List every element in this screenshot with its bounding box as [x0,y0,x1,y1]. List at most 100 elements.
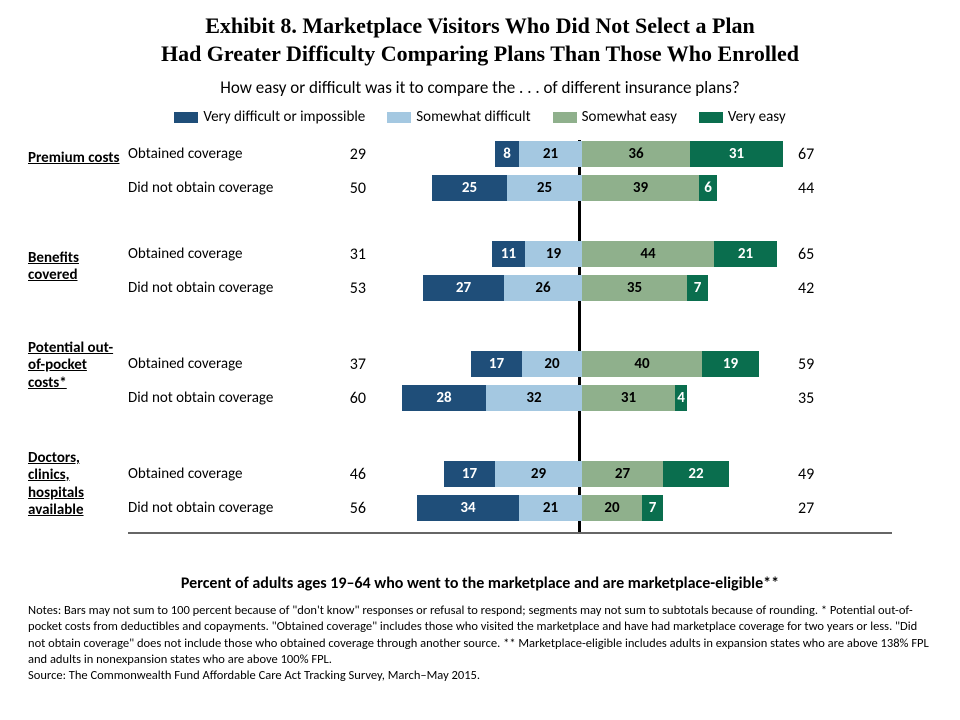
bar-row: Obtained coverage372017401959 [128,350,932,378]
seg-somewhat-difficult: 26 [504,275,582,301]
group-label: Benefits covered [28,250,123,285]
legend-label: Somewhat difficult [416,108,530,126]
seg-somewhat-easy: 35 [582,275,687,301]
bar-wrap: 20174019 [372,351,792,377]
sum-left: 50 [332,179,372,198]
baseline [128,532,892,534]
seg-very-difficult: 8 [495,141,519,167]
group-label: Premium costs [28,150,123,167]
notes-text: Notes: Bars may not sum to 100 percent b… [28,603,929,667]
row-label: Did not obtain coverage [128,389,332,407]
sum-right: 42 [792,279,832,298]
sum-left: 46 [332,465,372,484]
chart-subtitle: How easy or difficult was it to compare … [28,77,932,98]
sum-right: 65 [792,245,832,264]
bar-row: Did not obtain coverage56213420727 [128,494,932,522]
bar-row: Obtained coverage311911442165 [128,240,932,268]
bar-left: 2134 [417,495,582,521]
bar-right: 4019 [582,351,759,377]
bar-right: 314 [582,385,687,411]
bar-wrap: 3228 314 [372,385,792,411]
sum-left: 60 [332,389,372,408]
seg-very-easy: 31 [690,141,783,167]
bar-right: 2722 [582,461,729,487]
seg-somewhat-easy: 39 [582,175,699,201]
seg-very-easy: 6 [699,175,717,201]
seg-somewhat-difficult: 29 [495,461,582,487]
sum-left: 53 [332,279,372,298]
legend-label: Somewhat easy [582,108,677,126]
seg-somewhat-easy: 31 [582,385,675,411]
seg-somewhat-difficult: 32 [486,385,582,411]
seg-somewhat-difficult: 21 [519,141,582,167]
legend-label: Very easy [728,108,786,126]
sum-left: 56 [332,499,372,518]
seg-somewhat-easy: 36 [582,141,690,167]
seg-very-difficult: 27 [423,275,504,301]
sum-right: 35 [792,389,832,408]
bar-wrap: 2627357 [372,275,792,301]
bar-right: 3631 [582,141,783,167]
row-label: Did not obtain coverage [128,499,332,517]
bar-row: Did not obtain coverage53262735742 [128,274,932,302]
footnotes: Notes: Bars may not sum to 100 percent b… [28,603,932,684]
chart-area: Premium costsObtained coverage2921836316… [28,140,932,570]
seg-somewhat-difficult: 25 [507,175,582,201]
legend-swatch [699,112,723,123]
bar-wrap: 2183631 [372,141,792,167]
title-line-1: Exhibit 8. Marketplace Visitors Who Did … [205,13,755,38]
bar-right: 396 [582,175,717,201]
group-label: Doctors, clinics, hospitals available [28,450,123,519]
x-axis-caption: Percent of adults ages 19–64 who went to… [28,574,932,593]
row-label: Did not obtain coverage [128,179,332,197]
exhibit-container: Exhibit 8. Marketplace Visitors Who Did … [0,0,960,694]
legend: Very difficult or impossible Somewhat dif… [28,108,932,126]
sum-left: 31 [332,245,372,264]
seg-somewhat-easy: 44 [582,241,714,267]
group-label: Potential out-of-pocket costs* [28,340,123,392]
legend-swatch [553,112,577,123]
seg-somewhat-easy: 27 [582,461,663,487]
seg-somewhat-difficult: 19 [525,241,582,267]
sum-right: 27 [792,499,832,518]
title-line-2: Had Greater Difficulty Comparing Plans T… [161,41,799,66]
legend-swatch [174,112,198,123]
seg-very-easy: 21 [714,241,777,267]
seg-very-difficult: 34 [417,495,519,521]
seg-very-difficult: 28 [402,385,486,411]
bar-row: Obtained coverage462917272249 [128,460,932,488]
bar-left: 218 [495,141,582,167]
seg-very-easy: 4 [675,385,687,411]
row-label: Obtained coverage [128,245,332,263]
seg-very-easy: 7 [642,495,663,521]
seg-very-difficult: 25 [432,175,507,201]
legend-swatch [387,112,411,123]
sum-right: 44 [792,179,832,198]
row-label: Did not obtain coverage [128,279,332,297]
legend-item: Very difficult or impossible [174,108,365,126]
bar-left: 2627 [423,275,582,301]
sum-right: 67 [792,145,832,164]
bar-row: Did not obtain coverage60 3228 314 35 [128,384,932,412]
seg-very-easy: 22 [663,461,729,487]
seg-somewhat-difficult: 21 [519,495,582,521]
bar-wrap: 2525396 [372,175,792,201]
row-label: Obtained coverage [128,465,332,483]
bar-row: Did not obtain coverage50252539644 [128,174,932,202]
seg-very-difficult: 11 [492,241,525,267]
seg-very-easy: 19 [702,351,759,377]
bar-right: 4421 [582,241,777,267]
bar-left: 2917 [444,461,582,487]
legend-item: Somewhat difficult [387,108,530,126]
source-text: Source: The Commonwealth Fund Affordable… [28,668,480,683]
sum-right: 59 [792,355,832,374]
bar-wrap: 2134207 [372,495,792,521]
row-label: Obtained coverage [128,145,332,163]
seg-somewhat-easy: 20 [582,495,642,521]
bar-wrap: 29172722 [372,461,792,487]
bar-row: Obtained coverage29218363167 [128,140,932,168]
legend-label: Very difficult or impossible [203,108,365,126]
sum-left: 37 [332,355,372,374]
bar-right: 207 [582,495,663,521]
bar-left: 1911 [492,241,582,267]
